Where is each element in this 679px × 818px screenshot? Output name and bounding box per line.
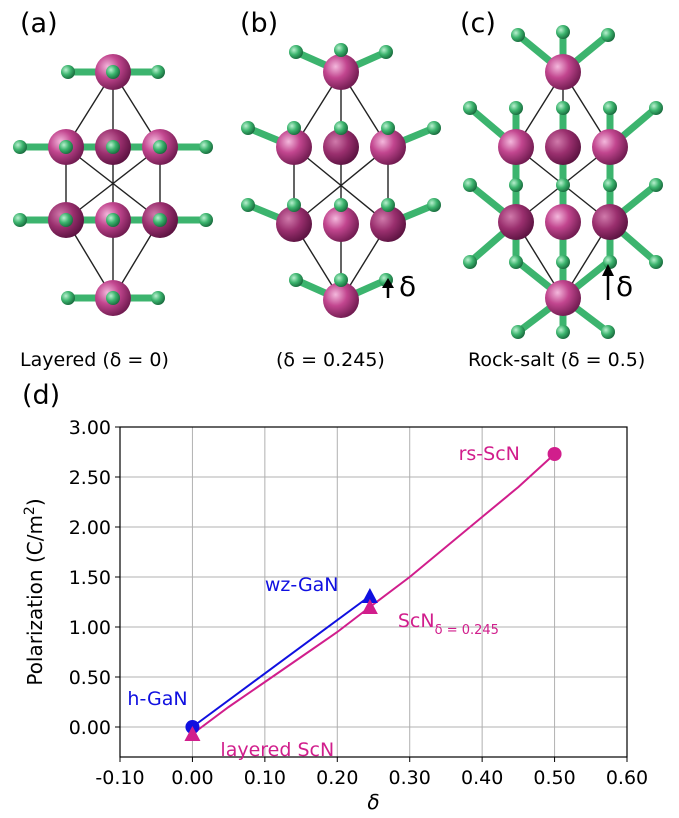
x-tick-label: 0.20 <box>316 767 358 789</box>
structure-c <box>463 25 663 339</box>
x-tick-label: -0.10 <box>95 767 144 789</box>
y-tick-label: 0.00 <box>69 717 111 739</box>
point-label-rs-scn: rs-ScN <box>459 443 520 465</box>
y-axis-label-part: Polarization (C/m <box>23 515 47 686</box>
x-tick-label: 0.30 <box>389 767 431 789</box>
y-tick-label: 0.50 <box>69 667 111 689</box>
x-tick-label: 0.50 <box>533 767 575 789</box>
y-tick-label: 3.00 <box>69 417 111 439</box>
panel-b-letter: (b) <box>240 8 279 39</box>
ticks: -0.10 0.00 0.10 0.20 0.30 0.40 0.50 0.60 0.00 0.5… <box>69 417 648 789</box>
y-tick-label: 1.50 <box>69 567 111 589</box>
series-lines <box>191 453 556 735</box>
plot-frame <box>119 426 628 758</box>
caption-a: Layered (δ = 0) <box>20 349 169 371</box>
y-tick-label: 1.00 <box>69 617 111 639</box>
point-label-wz-gan: wz-GaN <box>265 574 339 596</box>
annotations: h-GaN wz-GaN layered ScN ScNδ = 0.245 rs-ScN <box>127 443 519 761</box>
marker-layered-scn <box>184 726 201 741</box>
crystal-structures <box>13 25 663 339</box>
structure-a <box>13 54 213 316</box>
x-axis-label: δ <box>367 790 379 814</box>
point-label-scn: ScNδ = 0.245 <box>398 610 499 638</box>
point-label-layered-scn: layered ScN <box>220 739 334 761</box>
caption-b: (δ = 0.245) <box>276 349 385 371</box>
marker-scn <box>361 599 378 614</box>
point-label-h-gan: h-GaN <box>127 688 187 710</box>
series-line-gan <box>191 595 371 728</box>
x-tick-label: 0.00 <box>171 767 213 789</box>
series-line-scn <box>191 453 556 735</box>
x-tick-label: 0.10 <box>244 767 286 789</box>
point-label-subscript: δ = 0.245 <box>435 623 499 638</box>
caption-c: Rock-salt (δ = 0.5) <box>468 349 646 371</box>
delta-label-c: δ <box>616 270 634 303</box>
delta-arrow-b <box>382 278 394 298</box>
y-axis-label-part: ) <box>23 498 47 506</box>
markers <box>184 447 562 741</box>
grid <box>119 426 628 757</box>
x-tick-label: 0.60 <box>606 767 648 789</box>
y-axis-label-part: 2 <box>22 506 38 515</box>
marker-wz-gan <box>361 588 378 603</box>
delta-label-b: δ <box>399 270 417 303</box>
y-tick-label: 2.00 <box>69 517 111 539</box>
panel-c-letter: (c) <box>460 8 496 39</box>
structure-b <box>241 43 441 318</box>
delta-arrow-c <box>602 264 614 300</box>
panel-d-letter: (d) <box>22 380 61 411</box>
x-tick-label: 0.40 <box>461 767 503 789</box>
y-tick-label: 2.50 <box>69 467 111 489</box>
panel-a-letter: (a) <box>20 8 58 39</box>
y-axis-label: Polarization (C/m2) <box>22 498 47 685</box>
marker-rs-scn <box>547 447 562 461</box>
